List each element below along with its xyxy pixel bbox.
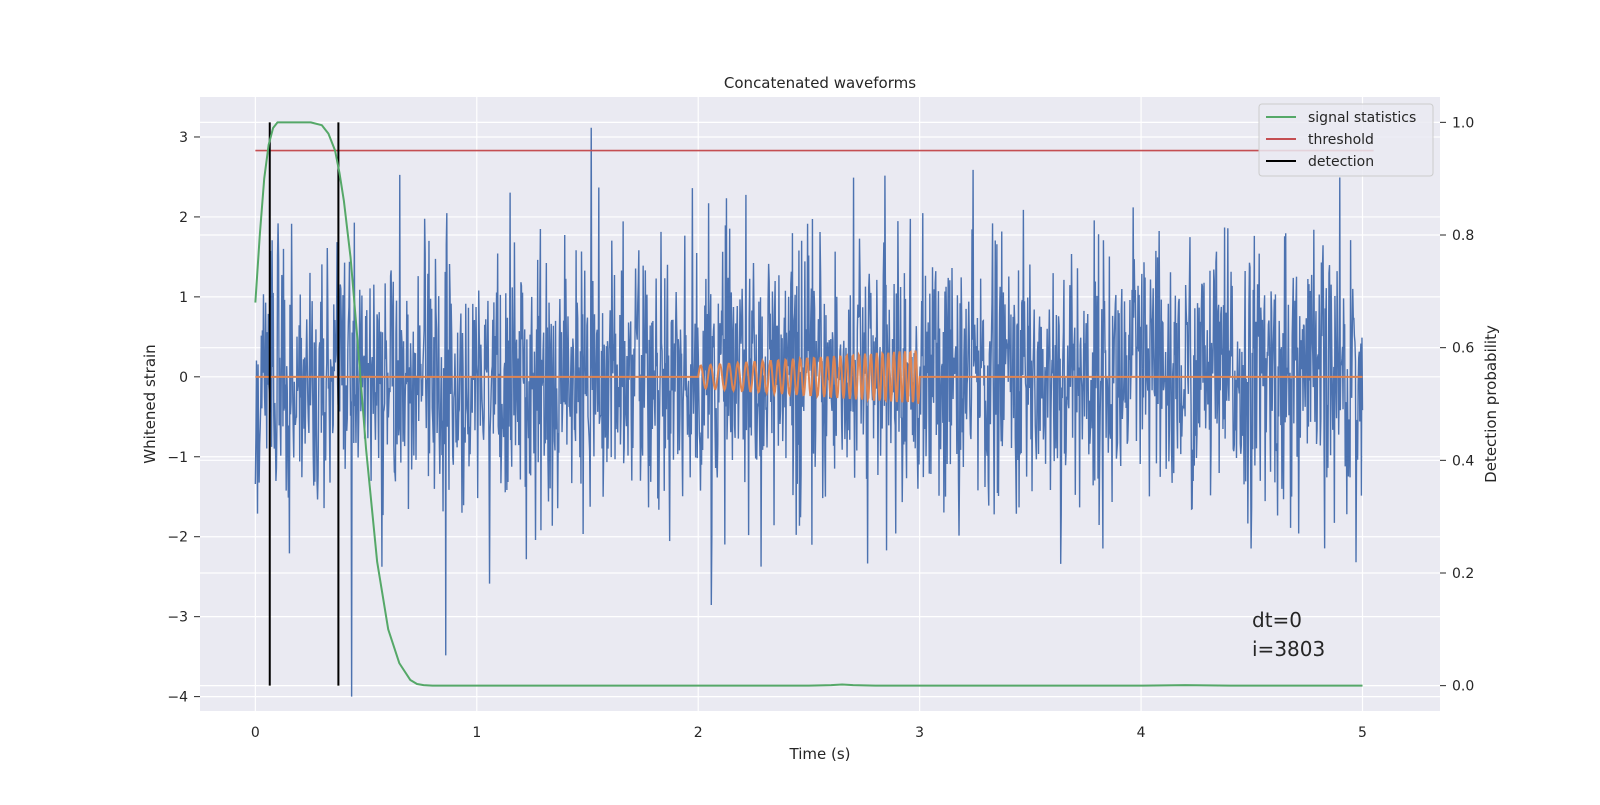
- y2-axis-label: Detection probability: [1482, 325, 1500, 483]
- y-axis-label: Whitened strain: [141, 344, 159, 463]
- legend-label-threshold: threshold: [1308, 132, 1374, 148]
- y-tick-label: 1: [179, 290, 188, 306]
- noise-trace: [254, 127, 1364, 697]
- legend-box: [1258, 103, 1434, 177]
- y2-tick-label: 1.0: [1452, 115, 1474, 131]
- x-tick-label: 5: [1358, 725, 1367, 741]
- y-tick-label: 0: [179, 370, 188, 386]
- x-tick-label: 4: [1137, 725, 1146, 741]
- y2-tick-label: 0.6: [1452, 341, 1474, 357]
- chart-title: Concatenated waveforms: [724, 74, 916, 92]
- x-tick-label: 2: [694, 725, 703, 741]
- legend: signal statistics threshold detection: [1258, 103, 1434, 177]
- x-tick-label: 0: [251, 725, 260, 741]
- y2-tick-label: 0.4: [1452, 453, 1474, 469]
- y2-tick-label: 0.8: [1452, 228, 1474, 244]
- x-tick-label: 1: [472, 725, 481, 741]
- signal-statistics-line: [254, 121, 1363, 687]
- legend-label-signal-statistics: signal statistics: [1308, 110, 1416, 126]
- legend-label-detection: detection: [1308, 154, 1374, 170]
- y-tick-label: −4: [167, 690, 188, 706]
- injected-waveform: [255, 350, 1363, 404]
- y-tick-label: −3: [167, 610, 188, 626]
- y-tick-label: −2: [167, 530, 188, 546]
- ticks: 0 1 2 3 4 5 −4 −3 −2 −1 0 1 2 3 0.0 0.2 0.4 0.6 0.8 1.0: [167, 115, 1474, 741]
- y2-tick-label: 0.2: [1452, 566, 1474, 582]
- annotation-index: i=3803: [1252, 637, 1325, 661]
- y-tick-label: −1: [167, 450, 188, 466]
- x-axis-label: Time (s): [789, 745, 851, 763]
- y-tick-label: 3: [179, 130, 188, 146]
- annotation-dt: dt=0: [1252, 608, 1302, 632]
- y2-tick-label: 0.0: [1452, 679, 1474, 695]
- x-tick-label: 3: [915, 725, 924, 741]
- plot-area: [254, 121, 1374, 697]
- y-tick-label: 2: [179, 210, 188, 226]
